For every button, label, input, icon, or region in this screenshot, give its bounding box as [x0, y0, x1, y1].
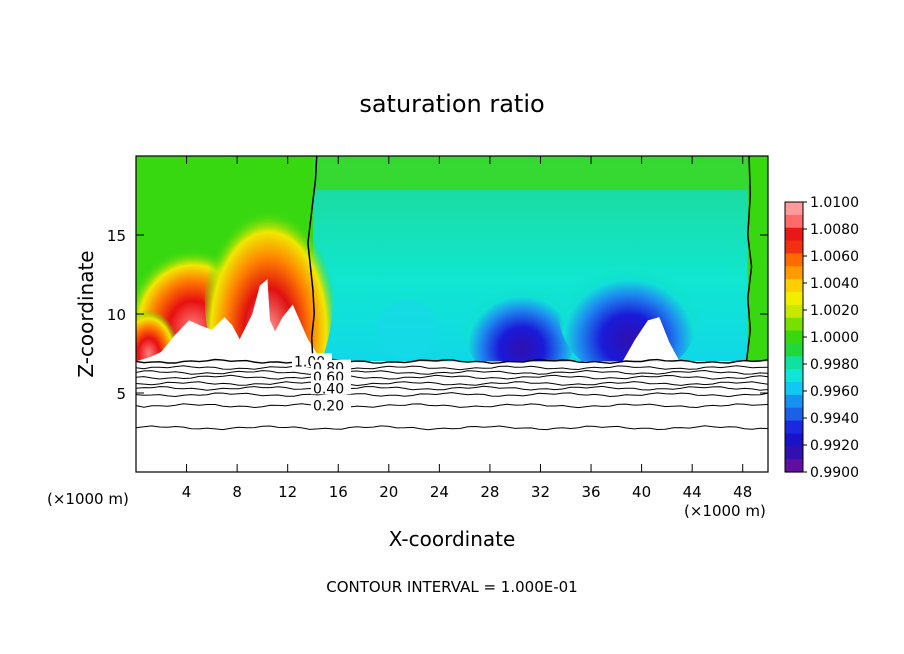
- y-tick-label: 15: [107, 227, 126, 245]
- x-tick-label: 12: [278, 483, 297, 501]
- colorbar-swatch: [785, 382, 803, 396]
- colorbar-swatch: [785, 214, 803, 229]
- colorbar-swatch: [785, 459, 803, 473]
- x-tick-label: 8: [232, 483, 242, 501]
- y-tick-label: 5: [116, 385, 126, 403]
- colorbar-tick-label: 1.0080: [810, 222, 859, 238]
- colorbar-swatch: [785, 317, 803, 332]
- colorbar-swatch: [785, 446, 803, 460]
- x-tick-label: 44: [683, 483, 702, 501]
- contour-line: [135, 381, 769, 387]
- colorbar-swatch: [785, 343, 803, 357]
- colorbar-swatch: [785, 202, 803, 216]
- saturation-field: [136, 156, 768, 472]
- y-unit-label: (×1000 m): [47, 490, 129, 508]
- colorbar-tick-label: 0.9940: [810, 411, 859, 427]
- colorbar-swatch: [785, 420, 803, 435]
- x-axis-title: X-coordinate: [389, 527, 516, 551]
- field-right-strip: [747, 156, 768, 362]
- contour-line: [135, 358, 769, 365]
- colorbar-swatch: [785, 227, 803, 242]
- cold-core-1: [463, 270, 580, 383]
- y-axis-title: Z-coordinate: [74, 250, 98, 377]
- colorbar-tick-label: 1.0020: [810, 303, 859, 319]
- colorbar-swatch: [785, 253, 803, 267]
- colorbar-swatch: [785, 266, 803, 280]
- y-axis: 5 10 15: [107, 227, 768, 403]
- colorbar-tick-label: 1.0060: [810, 249, 859, 265]
- saturation-contour-left: [307, 155, 318, 362]
- colorbar-swatch: [785, 433, 803, 447]
- chart-title: saturation ratio: [359, 90, 544, 118]
- contour-line: [135, 425, 769, 431]
- y-tick-label: 10: [107, 306, 126, 324]
- contour-line: [135, 365, 769, 371]
- contour-label: 0.20: [313, 399, 344, 415]
- colorbar-tick-label: 0.9960: [810, 384, 859, 400]
- colorbar-swatch: [785, 356, 803, 370]
- colorbar-tick-label: 1.0000: [810, 330, 859, 346]
- contour-interval-note: CONTOUR INTERVAL = 1.000E-01: [326, 578, 577, 596]
- x-tick-label: 16: [329, 483, 348, 501]
- colorbar-swatch: [785, 292, 803, 306]
- colorbar-swatch: [785, 407, 803, 422]
- clear-area-right: [622, 317, 680, 362]
- clear-area-left: [136, 279, 326, 362]
- contour-line: [135, 403, 769, 409]
- colorbar-tick-label: 1.0100: [810, 195, 859, 211]
- x-tick-label: 32: [531, 483, 550, 501]
- cold-core-3: [377, 299, 438, 360]
- x-tick-label: 48: [733, 483, 752, 501]
- colorbar: 1.0100 1.0080 1.0060 1.0040 1.0020 1.0000 0.99…: [784, 195, 859, 481]
- colorbar-swatch: [785, 369, 803, 383]
- contour-line: [135, 374, 769, 380]
- x-tick-label: 24: [430, 483, 449, 501]
- x-tick-label: 28: [480, 483, 499, 501]
- colorbar-swatch: [785, 304, 803, 319]
- contour-line: [135, 392, 769, 398]
- colorbar-tick-label: 0.9980: [810, 357, 859, 373]
- x-tick-label: 4: [182, 483, 192, 501]
- colorbar-swatch: [785, 240, 803, 255]
- x-tick-label: 36: [581, 483, 600, 501]
- contour-label: 0.40: [313, 381, 344, 397]
- contour-lines: 1.000.800.600.400.20: [135, 155, 769, 431]
- x-tick-label: 40: [632, 483, 651, 501]
- x-axis: 4 8 12 16 20 24 28 32 36 40 44 48: [182, 156, 752, 501]
- contour-line: [135, 369, 769, 375]
- contour-label-background: [310, 380, 351, 395]
- saturation-contour-right: [745, 155, 753, 362]
- contour-label-background: [310, 369, 351, 384]
- x-unit-label: (×1000 m): [684, 502, 766, 520]
- colorbar-tick-label: 0.9900: [810, 465, 859, 481]
- colorbar-swatch: [785, 394, 803, 409]
- contour-label-background: [310, 397, 351, 412]
- colorbar-swatch: [785, 279, 803, 293]
- x-tick-label: 20: [379, 483, 398, 501]
- colorbar-swatch: [785, 330, 803, 345]
- contour-line: [135, 385, 769, 391]
- colorbar-tick-label: 0.9920: [810, 438, 859, 454]
- below-terrain-area: [136, 361, 768, 472]
- colorbar-tick-label: 1.0040: [810, 276, 859, 292]
